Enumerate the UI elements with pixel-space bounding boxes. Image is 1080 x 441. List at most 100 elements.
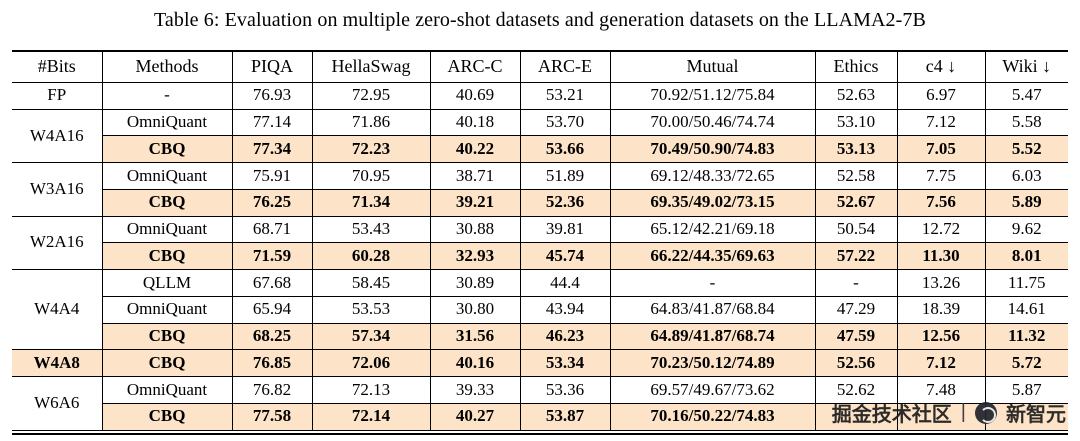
method-cell: CBQ <box>101 323 232 351</box>
column-header-hellaswag: HellaSwag <box>311 52 430 83</box>
value-cell: 69.57/49.67/73.62 <box>609 376 815 404</box>
value-cell: 75.91 <box>231 162 312 190</box>
value-cell: 39.81 <box>519 216 610 244</box>
value-cell: 76.93 <box>231 82 312 110</box>
value-cell: 5.89 <box>984 189 1068 217</box>
value-cell: 64.89/41.87/68.74 <box>609 323 815 351</box>
value-cell <box>984 403 1068 431</box>
value-cell: 12.72 <box>896 216 985 244</box>
value-cell: 40.27 <box>429 403 520 431</box>
table-wrapper: #Bits Methods PIQA HellaSwag ARC-C ARC-E Mutua… <box>12 50 1068 435</box>
value-cell: 72.23 <box>311 135 430 164</box>
method-cell: OmniQuant <box>101 216 232 244</box>
method-cell: OmniQuant <box>101 376 232 404</box>
value-cell: 52.58 <box>814 162 897 190</box>
value-cell: 7.56 <box>896 189 985 217</box>
value-cell: 53.53 <box>311 296 430 324</box>
value-cell: 71.34 <box>311 189 430 217</box>
bits-cell: W3A16 <box>12 162 102 217</box>
value-cell: 52.62 <box>814 376 897 404</box>
watermark-brand-text: 新智元 <box>1006 404 1066 426</box>
value-cell: 32.93 <box>429 242 520 271</box>
bits-cell: W6A6 <box>12 376 102 431</box>
value-cell: 53.70 <box>519 109 610 137</box>
value-cell: 5.58 <box>984 109 1068 137</box>
value-cell: 39.21 <box>429 189 520 217</box>
value-cell: 7.75 <box>896 162 985 190</box>
value-cell: 11.75 <box>984 269 1068 297</box>
value-cell: 71.59 <box>231 242 312 271</box>
method-cell: OmniQuant <box>101 162 232 190</box>
table-row: CBQ 71.59 60.28 32.93 45.74 66.22/44.35/69.63… <box>12 242 1068 271</box>
method-cell: OmniQuant <box>101 109 232 137</box>
bits-cell: W4A16 <box>12 109 102 164</box>
value-cell: 52.67 <box>814 189 897 217</box>
value-cell: 6.97 <box>896 82 985 110</box>
value-cell: 5.47 <box>984 82 1068 110</box>
value-cell: 53.36 <box>519 376 610 404</box>
table-row: W6A6 OmniQuant 76.82 72.13 39.33 53.36 69.57/4… <box>12 376 1068 431</box>
column-header-arc-c: ARC-C <box>429 52 520 83</box>
value-cell: 52.36 <box>519 189 610 217</box>
table-row: W4A4 QLLM 67.68 58.45 30.89 44.4- -13.26 11.75 <box>12 269 1068 351</box>
bits-cell: W4A4 <box>12 269 102 351</box>
value-cell: 45.74 <box>519 242 610 271</box>
value-cell: 40.22 <box>429 135 520 164</box>
value-cell: 47.29 <box>814 296 897 324</box>
column-header-c4: c4 ↓ <box>896 52 985 83</box>
value-cell: 38.71 <box>429 162 520 190</box>
method-cell: CBQ <box>101 403 232 431</box>
value-cell: - <box>609 269 815 297</box>
table-caption: Table 6: Evaluation on multiple zero-sho… <box>154 9 926 31</box>
value-cell: 53.13 <box>814 135 897 164</box>
header-row: #Bits Methods PIQA HellaSwag ARC-C ARC-E Mutua… <box>12 52 1068 83</box>
value-cell: 30.88 <box>429 216 520 244</box>
value-cell: 46.23 <box>519 323 610 351</box>
value-cell: 77.34 <box>231 135 312 164</box>
value-cell: 57.34 <box>311 323 430 351</box>
value-cell: 6.03 <box>984 162 1068 190</box>
value-cell: 14.61 <box>984 296 1068 324</box>
value-cell: 53.43 <box>311 216 430 244</box>
value-cell: 76.25 <box>231 189 312 217</box>
column-header-piqa: PIQA <box>231 52 312 83</box>
value-cell: 5.87 <box>984 376 1068 404</box>
method-cell: CBQ <box>101 135 232 164</box>
value-cell: 57.22 <box>814 242 897 271</box>
method-cell: CBQ <box>101 189 232 217</box>
table-row: FP -76.93 72.95 40.69 53.21 70.92/51.12/75.84… <box>12 82 1068 110</box>
value-cell: 70.00/50.46/74.74 <box>609 109 815 137</box>
value-cell: 70.92/51.12/75.84 <box>609 82 815 110</box>
value-cell <box>896 403 985 431</box>
value-cell: 76.82 <box>231 376 312 404</box>
column-header-arc-e: ARC-E <box>519 52 610 83</box>
value-cell: 5.72 <box>984 349 1068 378</box>
value-cell: - <box>814 269 897 297</box>
value-cell: 53.87 <box>519 403 610 431</box>
table-row: W3A16 OmniQuant 75.91 70.95 38.71 51.89 69.12/… <box>12 162 1068 217</box>
value-cell: 77.14 <box>231 109 312 137</box>
value-cell: 7.12 <box>896 349 985 378</box>
value-cell: 65.12/42.21/69.18 <box>609 216 815 244</box>
xinzhiyuan-logo-icon <box>975 401 997 424</box>
value-cell: 53.10 <box>814 109 897 137</box>
value-cell: 53.66 <box>519 135 610 164</box>
column-header-methods: Methods <box>101 52 232 83</box>
value-cell: 5.52 <box>984 135 1068 164</box>
value-cell: 65.94 <box>231 296 312 324</box>
value-cell: 40.69 <box>429 82 520 110</box>
table-row: W4A16 OmniQuant 77.14 71.86 40.18 53.70 70.00/… <box>12 109 1068 164</box>
value-cell: 72.13 <box>311 376 430 404</box>
value-cell: 69.35/49.02/73.15 <box>609 189 815 217</box>
bits-cell: FP <box>12 82 102 110</box>
value-cell: 68.71 <box>231 216 312 244</box>
value-cell: 7.12 <box>896 109 985 137</box>
value-cell: 11.32 <box>984 323 1068 351</box>
column-header-wiki: Wiki ↓ <box>984 52 1068 83</box>
bits-cell: W2A16 <box>12 216 102 271</box>
table-row: W4A8 CBQ 76.85 72.06 40.16 53.34 70.23/50.12/7… <box>12 349 1068 378</box>
table-row: OmniQuant 65.94 53.53 30.80 43.94 64.83/41.87… <box>12 296 1068 324</box>
table-row: W2A16 OmniQuant 68.71 53.43 30.88 39.81 65.12/… <box>12 216 1068 271</box>
value-cell: 12.56 <box>896 323 985 351</box>
value-cell: 7.05 <box>896 135 985 164</box>
